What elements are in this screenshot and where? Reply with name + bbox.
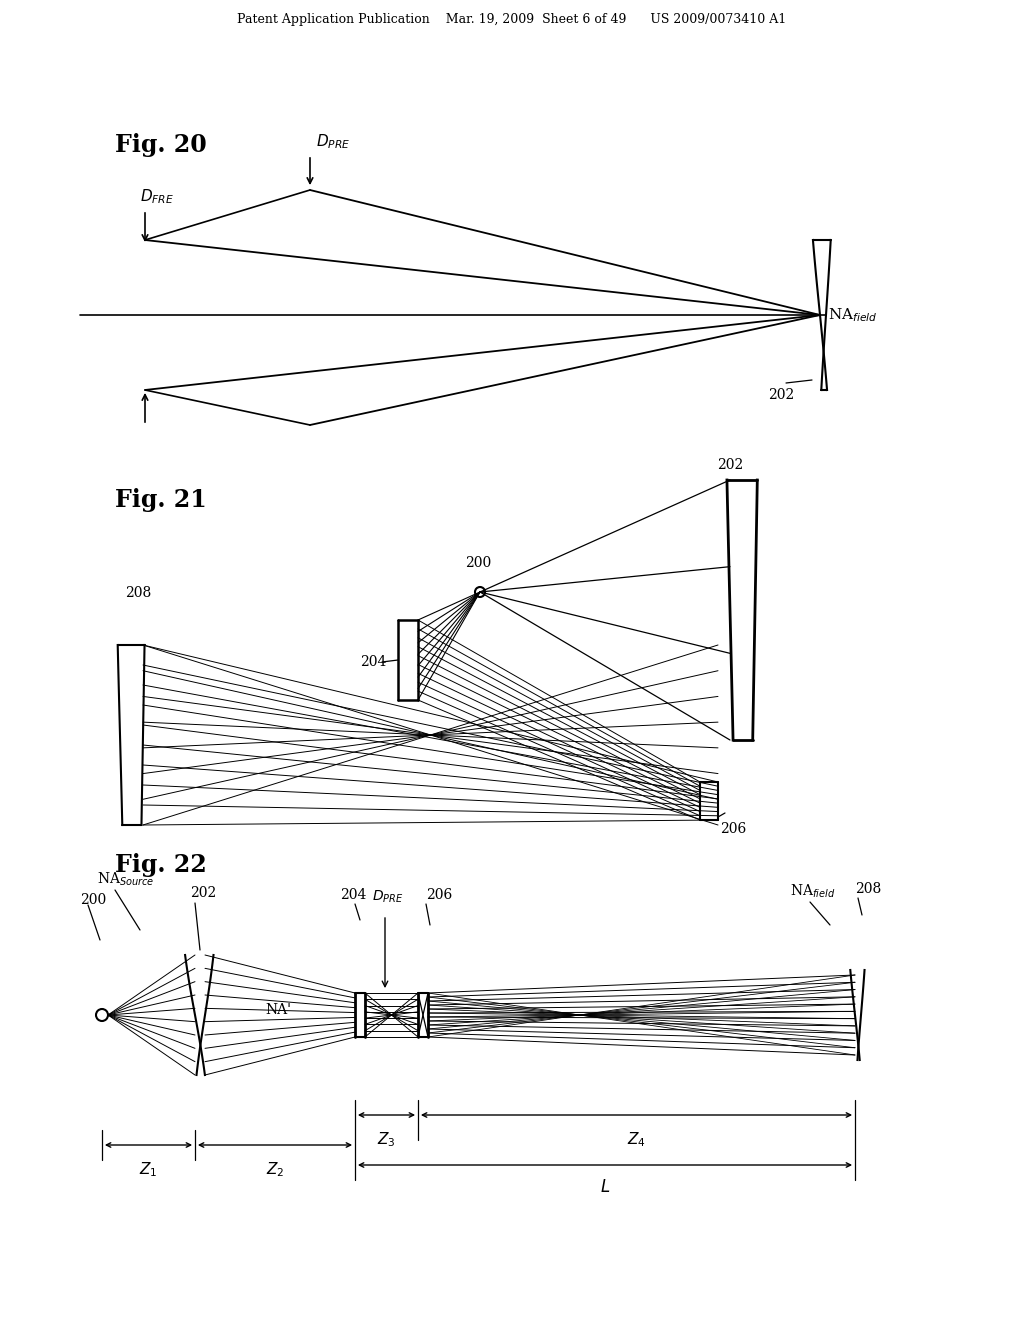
- Text: 208: 208: [125, 586, 152, 601]
- Text: $Z_1$: $Z_1$: [139, 1160, 158, 1179]
- Text: 206: 206: [426, 888, 453, 902]
- Text: $Z_2$: $Z_2$: [266, 1160, 285, 1179]
- Text: $D_{PRE}$: $D_{PRE}$: [372, 888, 403, 906]
- Text: NA$_{Source}$: NA$_{Source}$: [97, 871, 155, 888]
- Text: Fig. 21: Fig. 21: [115, 488, 207, 512]
- Text: Patent Application Publication    Mar. 19, 2009  Sheet 6 of 49      US 2009/0073: Patent Application Publication Mar. 19, …: [238, 13, 786, 26]
- Text: $D_{PRE}$: $D_{PRE}$: [316, 132, 350, 150]
- Text: Fig. 22: Fig. 22: [115, 853, 207, 876]
- Text: NA$_{field}$: NA$_{field}$: [828, 306, 878, 323]
- Text: 208: 208: [855, 882, 882, 896]
- Text: 200: 200: [465, 556, 492, 570]
- Text: $L$: $L$: [600, 1179, 610, 1196]
- Text: $D_{FRE}$: $D_{FRE}$: [140, 187, 174, 206]
- Text: 202: 202: [717, 458, 743, 473]
- Text: 204: 204: [340, 888, 367, 902]
- Text: $Z_3$: $Z_3$: [377, 1130, 396, 1148]
- Text: NA': NA': [265, 1003, 291, 1016]
- Text: 200: 200: [80, 894, 106, 907]
- Text: NA$_{field}$: NA$_{field}$: [790, 883, 836, 900]
- Text: $Z_4$: $Z_4$: [627, 1130, 646, 1148]
- Text: 206: 206: [720, 822, 746, 836]
- Text: 202: 202: [768, 388, 795, 403]
- Text: Fig. 20: Fig. 20: [115, 133, 207, 157]
- Text: 204: 204: [360, 655, 386, 669]
- Text: 202: 202: [190, 886, 216, 900]
